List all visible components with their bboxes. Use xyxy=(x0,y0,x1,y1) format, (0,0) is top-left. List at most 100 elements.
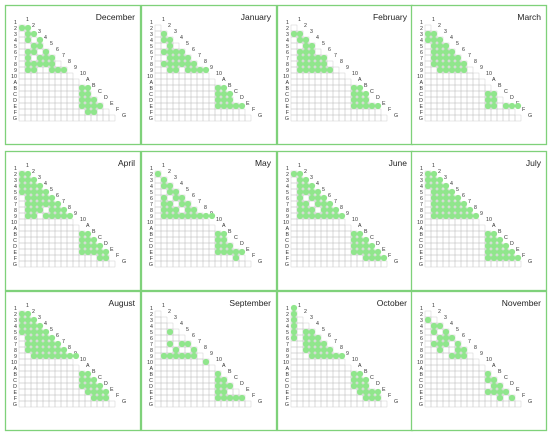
data-marker xyxy=(226,102,234,110)
diagonal-label: 9 xyxy=(346,351,349,357)
diagonal-label: G xyxy=(122,399,126,405)
data-marker xyxy=(490,382,498,390)
data-marker xyxy=(308,60,316,68)
data-marker xyxy=(454,200,462,208)
data-marker xyxy=(226,382,234,390)
data-marker xyxy=(448,206,456,214)
data-marker xyxy=(448,212,456,220)
data-marker xyxy=(160,200,168,208)
data-marker xyxy=(454,206,462,214)
data-marker xyxy=(442,340,450,348)
diagonal-label: 7 xyxy=(198,53,201,59)
row-label: E xyxy=(13,104,17,110)
data-marker xyxy=(362,394,370,402)
data-marker xyxy=(18,176,26,184)
diagonal-label: 1 xyxy=(432,303,435,309)
diagonal-label: 4 xyxy=(316,321,319,327)
row-label: D xyxy=(13,384,17,390)
panel-title: December xyxy=(96,12,135,22)
data-marker xyxy=(430,170,438,178)
data-marker xyxy=(430,60,438,68)
diagonal-label: A xyxy=(358,363,362,369)
data-marker xyxy=(30,188,38,196)
diagonal-label: E xyxy=(382,387,386,393)
row-label: E xyxy=(13,250,17,256)
data-marker xyxy=(442,334,450,342)
data-marker xyxy=(226,248,234,256)
data-marker xyxy=(296,182,304,190)
data-marker xyxy=(220,96,228,104)
data-marker xyxy=(30,352,38,360)
data-marker xyxy=(502,242,510,250)
data-marker xyxy=(160,206,168,214)
data-marker xyxy=(302,328,310,336)
data-marker xyxy=(442,206,450,214)
data-marker xyxy=(326,346,334,354)
data-marker xyxy=(296,36,304,44)
data-marker xyxy=(36,188,44,196)
panel-title: May xyxy=(255,158,272,168)
data-marker xyxy=(42,188,50,196)
row-label: 9 xyxy=(286,214,289,220)
row-label: 3 xyxy=(420,32,423,38)
data-marker xyxy=(202,66,210,74)
row-label: 2 xyxy=(420,172,423,178)
row-label: C xyxy=(419,92,423,98)
data-marker xyxy=(172,48,180,56)
row-label: 9 xyxy=(150,68,153,74)
row-label: 3 xyxy=(150,318,153,324)
data-marker xyxy=(36,200,44,208)
data-marker xyxy=(332,352,340,360)
data-marker xyxy=(102,394,110,402)
data-marker xyxy=(448,188,456,196)
data-marker xyxy=(290,310,298,318)
data-marker xyxy=(54,352,62,360)
diagonal-label: 3 xyxy=(310,175,313,181)
data-marker xyxy=(96,102,104,110)
row-label: 4 xyxy=(14,38,17,44)
data-marker xyxy=(454,212,462,220)
data-marker xyxy=(502,248,510,256)
data-marker xyxy=(302,346,310,354)
diagonal-label: 6 xyxy=(462,193,465,199)
row-label: 5 xyxy=(150,330,153,336)
data-marker xyxy=(296,170,304,178)
data-marker xyxy=(326,352,334,360)
data-marker xyxy=(226,242,234,250)
diagonal-label: 9 xyxy=(480,65,483,71)
data-marker xyxy=(214,394,222,402)
grid-cell xyxy=(514,114,522,122)
diagonal-label: G xyxy=(528,399,532,405)
data-marker xyxy=(356,230,364,238)
diagonal-label: B xyxy=(92,229,96,235)
diagonal-label: 6 xyxy=(192,193,195,199)
data-marker xyxy=(24,310,32,318)
data-marker xyxy=(166,36,174,44)
data-marker xyxy=(72,352,80,360)
row-label: A xyxy=(13,80,17,86)
row-label: 10 xyxy=(417,220,423,226)
data-marker xyxy=(166,42,174,50)
row-label: 10 xyxy=(147,74,153,80)
data-marker xyxy=(430,30,438,38)
diagonal-label: E xyxy=(516,387,520,393)
data-marker xyxy=(374,102,382,110)
panel-title: September xyxy=(229,298,271,308)
data-marker xyxy=(290,304,298,312)
row-label: 2 xyxy=(150,26,153,32)
row-label: G xyxy=(149,262,153,268)
row-label: 9 xyxy=(420,354,423,360)
row-label: 3 xyxy=(286,318,289,324)
row-label: 1 xyxy=(420,306,423,312)
row-label: 7 xyxy=(286,342,289,348)
row-label: 3 xyxy=(14,318,17,324)
data-marker xyxy=(442,188,450,196)
diagonal-label: 1 xyxy=(26,17,29,23)
row-label: F xyxy=(150,110,154,116)
row-label: C xyxy=(285,92,289,98)
data-marker xyxy=(160,212,168,220)
data-marker xyxy=(484,230,492,238)
data-marker xyxy=(302,212,310,220)
row-label: 2 xyxy=(420,312,423,318)
data-marker xyxy=(24,212,32,220)
